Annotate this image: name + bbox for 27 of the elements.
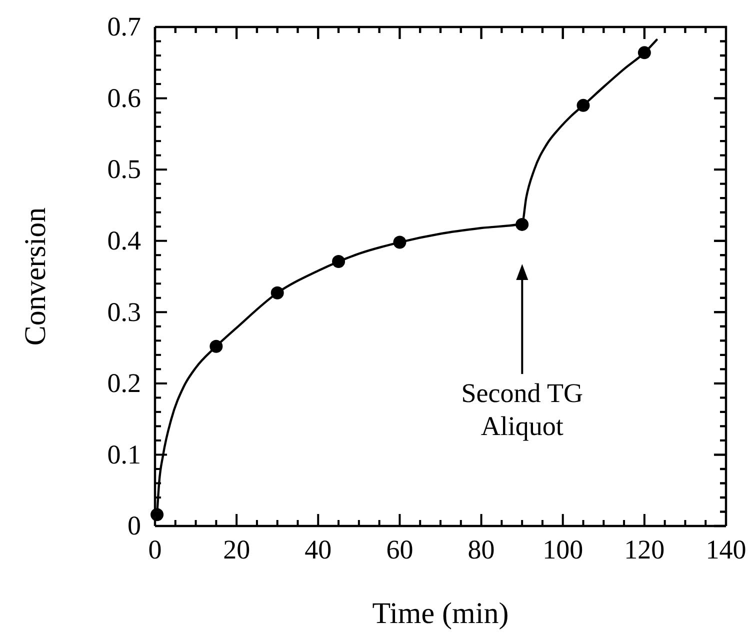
y-axis-title: Conversion xyxy=(19,207,52,346)
point xyxy=(332,255,346,268)
annotation: Second TG Aliquot xyxy=(461,378,584,442)
y-tick-label: 0.5 xyxy=(107,154,141,184)
x-tick-label: 20 xyxy=(223,534,250,565)
x-tick-label: 40 xyxy=(304,534,332,565)
x-tick-label: 80 xyxy=(468,534,495,565)
y-tick-label: 0 xyxy=(128,510,141,541)
point xyxy=(638,46,651,60)
y-tick-label: 0.3 xyxy=(107,296,141,327)
point xyxy=(270,286,284,300)
y-tick-label: 0.7 xyxy=(107,12,141,42)
y-tick-label: 0.1 xyxy=(107,439,141,470)
point xyxy=(576,98,590,112)
y-tick-label: 0.2 xyxy=(107,368,141,398)
point xyxy=(150,508,164,522)
point xyxy=(516,218,529,231)
point xyxy=(210,340,223,353)
x-axis-title: Time (min) xyxy=(372,597,509,630)
x-tick-label: 140 xyxy=(706,534,746,565)
x-tick-label: 60 xyxy=(386,534,414,565)
y-tick-label: 0.6 xyxy=(107,82,141,113)
x-tick-label: 100 xyxy=(542,534,584,565)
point xyxy=(393,236,406,249)
y-tick-label: 0.4 xyxy=(107,225,142,256)
x-tick-label: 120 xyxy=(624,534,665,565)
x-tick-label: 0 xyxy=(148,534,162,565)
